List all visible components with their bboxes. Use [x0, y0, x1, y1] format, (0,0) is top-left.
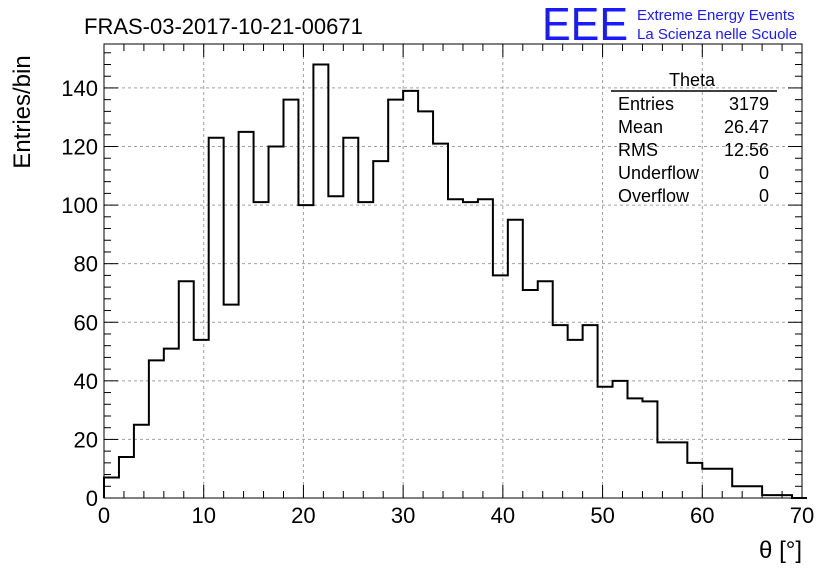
histogram-bar: [523, 290, 538, 498]
grid-lines: [104, 44, 802, 498]
histogram-outline: [103, 63, 807, 499]
y-tick-label: 40: [74, 369, 98, 394]
stats-row-value: 0: [759, 186, 769, 206]
x-tick-label: 50: [590, 503, 614, 528]
stats-row-value: 12.56: [724, 140, 769, 160]
histogram-bar: [119, 457, 134, 498]
histogram-bar: [568, 340, 583, 498]
histogram-bar: [283, 100, 298, 498]
histogram-bar: [747, 486, 762, 498]
x-tick-label: 30: [391, 503, 415, 528]
histogram-bar: [358, 202, 373, 498]
y-tick-label: 20: [74, 427, 98, 452]
histogram-bar: [433, 144, 448, 498]
y-tick-label: 120: [61, 135, 98, 160]
histogram-bar: [642, 401, 657, 498]
histogram-bar: [672, 442, 687, 498]
histogram-bar: [478, 199, 493, 498]
y-tick-label: 100: [61, 193, 98, 218]
histogram-bar: [373, 161, 388, 498]
histogram-bar: [164, 349, 179, 498]
histogram-bar: [702, 469, 717, 498]
histogram-bar: [388, 100, 403, 498]
histogram-bar: [134, 425, 149, 498]
y-tick-label: 80: [74, 252, 98, 277]
histogram-bar: [254, 202, 269, 498]
histogram-bar: [448, 199, 463, 498]
stats-row-label: Entries: [618, 94, 674, 114]
x-tick-label: 0: [98, 503, 110, 528]
stats-row-value: 26.47: [724, 117, 769, 137]
histogram-bar: [343, 138, 358, 498]
x-tick-labels: 0 10 20 30 40 50 60 70: [98, 503, 814, 528]
histogram-bar: [732, 486, 747, 498]
histogram-bar: [717, 469, 732, 498]
histogram-bar: [493, 275, 508, 498]
stats-box-title: Theta: [669, 70, 716, 90]
eee-logo: EEE Extreme Energy Events La Scienza nel…: [542, 0, 797, 50]
plot-frame: [103, 43, 803, 499]
histogram-bar: [553, 325, 568, 498]
axis-ticks: [103, 44, 803, 499]
y-axis-label: Entries/bin: [9, 55, 36, 168]
histogram-bar: [508, 220, 523, 498]
stats-row-label: Mean: [618, 117, 663, 137]
stats-row-label: Underflow: [618, 163, 700, 183]
x-tick-label: 20: [291, 503, 315, 528]
histogram-bar: [239, 132, 254, 498]
histogram-bar: [149, 360, 164, 498]
logo-mark: EEE: [542, 0, 628, 50]
histogram-bar: [209, 138, 224, 498]
histogram-bar: [269, 147, 284, 498]
histogram-bar: [313, 65, 328, 498]
histogram-bar: [418, 111, 433, 498]
logo-line2: La Scienza nelle Scuole: [637, 26, 797, 43]
logo-line1: Extreme Energy Events: [637, 7, 795, 24]
stats-row-value: 0: [759, 163, 769, 183]
x-tick-label: 60: [690, 503, 714, 528]
stats-row-value: 3179: [729, 94, 769, 114]
x-axis-label: θ [°]: [759, 537, 802, 564]
x-tick-label: 70: [790, 503, 814, 528]
histogram-bar: [298, 205, 313, 498]
x-tick-label: 40: [491, 503, 515, 528]
histogram-bar: [463, 202, 478, 498]
histogram-bar: [403, 91, 418, 498]
histogram-bar: [104, 477, 119, 498]
histogram-bar: [687, 463, 702, 498]
x-tick-label: 10: [191, 503, 215, 528]
stats-box: Theta Entries 3179 Mean 26.47 RMS 12.56 Underf…: [611, 70, 777, 206]
histogram-bar: [657, 442, 672, 498]
histogram-bar: [538, 281, 553, 498]
stats-row-label: Overflow: [618, 186, 690, 206]
histogram-bar: [583, 325, 598, 498]
histogram-bar: [628, 398, 643, 498]
histogram-bars: [103, 63, 807, 499]
histogram-bar: [328, 196, 343, 498]
histogram-bar: [179, 281, 194, 498]
y-tick-labels: 0 20 40 60 80 100 120 140: [61, 76, 98, 511]
y-tick-label: 60: [74, 310, 98, 335]
y-tick-label: 140: [61, 76, 98, 101]
chart-title: FRAS-03-2017-10-21-00671: [84, 14, 363, 39]
stats-row-label: RMS: [618, 140, 658, 160]
histogram-bar: [194, 340, 209, 498]
y-tick-label: 0: [86, 486, 98, 511]
histogram-bar: [224, 305, 239, 498]
histogram-bar: [598, 387, 613, 498]
